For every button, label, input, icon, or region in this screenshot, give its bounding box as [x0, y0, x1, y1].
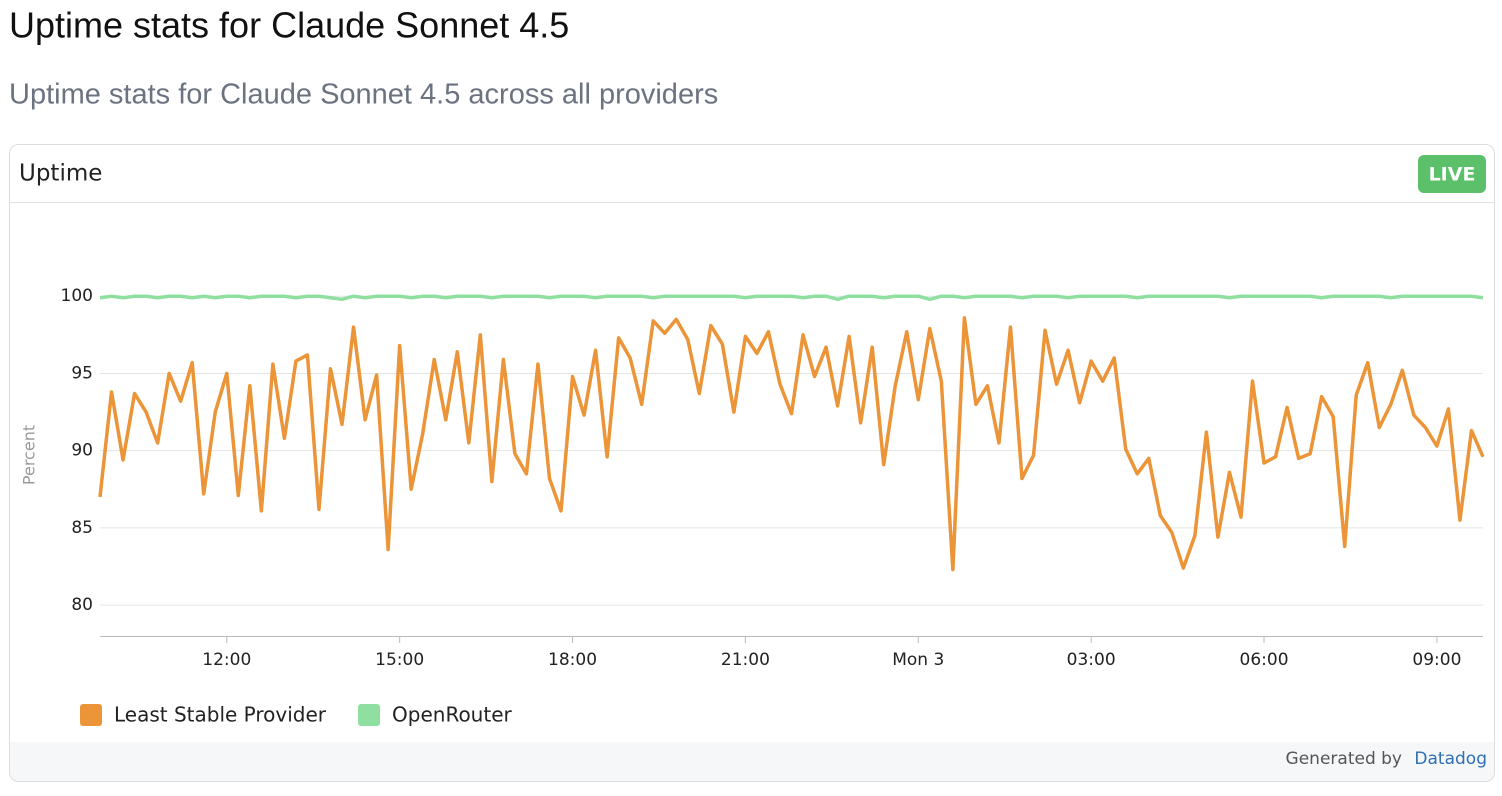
legend: Least Stable Provider OpenRouter [80, 703, 513, 727]
x-tick-label: 18:00 [548, 650, 597, 670]
legend-label: OpenRouter [392, 703, 512, 727]
x-tick-label: 03:00 [1067, 650, 1116, 670]
series-line [99, 294, 1484, 302]
series-line [98, 316, 1485, 572]
legend-swatch [358, 704, 381, 726]
live-badge [1418, 155, 1486, 193]
y-tick-label: 80 [71, 595, 93, 615]
y-tick-label: 100 [61, 286, 93, 306]
page-subtitle: Uptime stats for Claude Sonnet 4.5 acros… [9, 79, 718, 111]
y-tick-label: 90 [71, 441, 93, 461]
x-tick-label: 06:00 [1240, 650, 1289, 670]
footer-text: Generated by [1286, 749, 1402, 769]
page-title: Uptime stats for Claude Sonnet 4.5 [9, 5, 569, 46]
plot: 80 85 90 95 100 12:00 15:00 18:00 21:00 Mon 3 03:0… [61, 286, 1485, 670]
x-tick-label: Mon 3 [892, 650, 944, 670]
x-tick-label: 21:00 [721, 650, 770, 670]
x-tick-label: 09:00 [1412, 650, 1461, 670]
legend-swatch [80, 704, 102, 726]
live-badge-text: LIVE [1429, 164, 1476, 186]
legend-label: Least Stable Provider [114, 703, 327, 727]
x-tick-label: 15:00 [375, 650, 424, 670]
footer-link[interactable]: Datadog [1414, 749, 1487, 769]
y-tick-label: 95 [71, 363, 93, 383]
widget-title: Uptime [19, 161, 102, 187]
widget-footer [10, 742, 1494, 781]
x-tick-label: 12:00 [202, 650, 251, 670]
widget-card [9, 144, 1495, 782]
y-tick-label: 85 [71, 518, 93, 538]
y-axis-label: Percent [20, 425, 39, 485]
